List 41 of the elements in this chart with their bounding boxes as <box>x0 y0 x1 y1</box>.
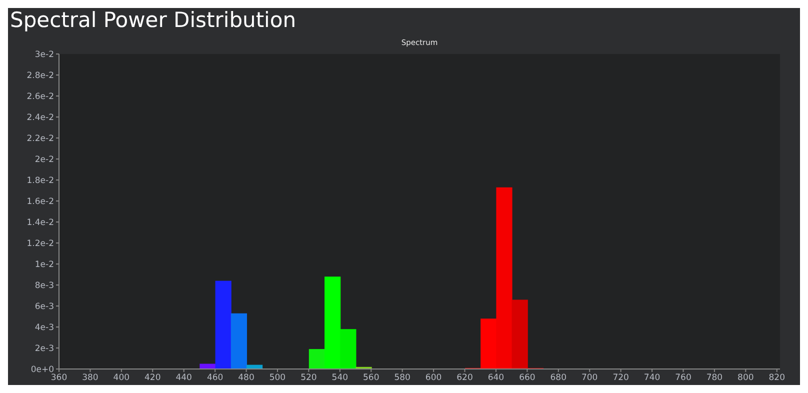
y-tick-label: 0e+0 <box>30 365 54 376</box>
x-tick-label: 780 <box>706 373 723 384</box>
y-tick-label: 3e-2 <box>34 50 54 60</box>
y-tick-label: 2.6e-2 <box>26 92 54 102</box>
x-tick-label: 480 <box>238 373 254 384</box>
x-tick-label: 640 <box>488 373 504 384</box>
y-tick-label: 2.4e-2 <box>26 113 54 124</box>
x-tick-label: 400 <box>113 373 130 384</box>
x-tick-label: 800 <box>738 373 754 384</box>
y-tick-label: 4e-3 <box>34 323 54 334</box>
x-tick-label: 620 <box>456 373 473 384</box>
x-tick-label: 560 <box>363 373 380 384</box>
y-tick-label: 2.2e-2 <box>26 134 54 144</box>
y-tick-label: 1.4e-2 <box>26 218 54 228</box>
y-tick-label: 6e-3 <box>34 302 54 312</box>
y-tick-label: 1.8e-2 <box>26 176 54 186</box>
x-tick-label: 380 <box>82 373 98 384</box>
x-tick-label: 820 <box>768 373 785 384</box>
y-tick-label: 1.6e-2 <box>26 197 54 208</box>
x-tick-label: 700 <box>581 373 598 384</box>
x-tick-label: 660 <box>519 373 536 384</box>
y-tick-label: 2e-3 <box>34 344 54 354</box>
y-tick-label: 2e-2 <box>34 155 54 166</box>
y-tick-label: 1e-2 <box>34 260 54 270</box>
y-tick-label: 1.2e-2 <box>26 239 54 250</box>
x-tick-label: 440 <box>176 373 192 384</box>
y-tick-label: 2.8e-2 <box>26 71 54 82</box>
x-tick-label: 500 <box>269 373 286 384</box>
x-tick-label: 760 <box>675 373 692 384</box>
x-tick-label: 420 <box>144 373 161 384</box>
x-tick-label: 720 <box>612 373 629 384</box>
chart-title: Spectral Power Distribution <box>9 8 298 34</box>
y-tick-label: 8e-3 <box>34 281 54 292</box>
x-tick-label: 520 <box>300 373 317 384</box>
x-tick-label: 680 <box>550 373 567 384</box>
x-tick-label: 580 <box>394 373 410 384</box>
x-tick-label: 360 <box>50 373 68 384</box>
x-tick-label: 740 <box>644 373 660 384</box>
x-tick-label: 460 <box>206 373 224 384</box>
x-tick-label: 600 <box>425 373 442 384</box>
x-tick-label: 540 <box>332 373 348 384</box>
